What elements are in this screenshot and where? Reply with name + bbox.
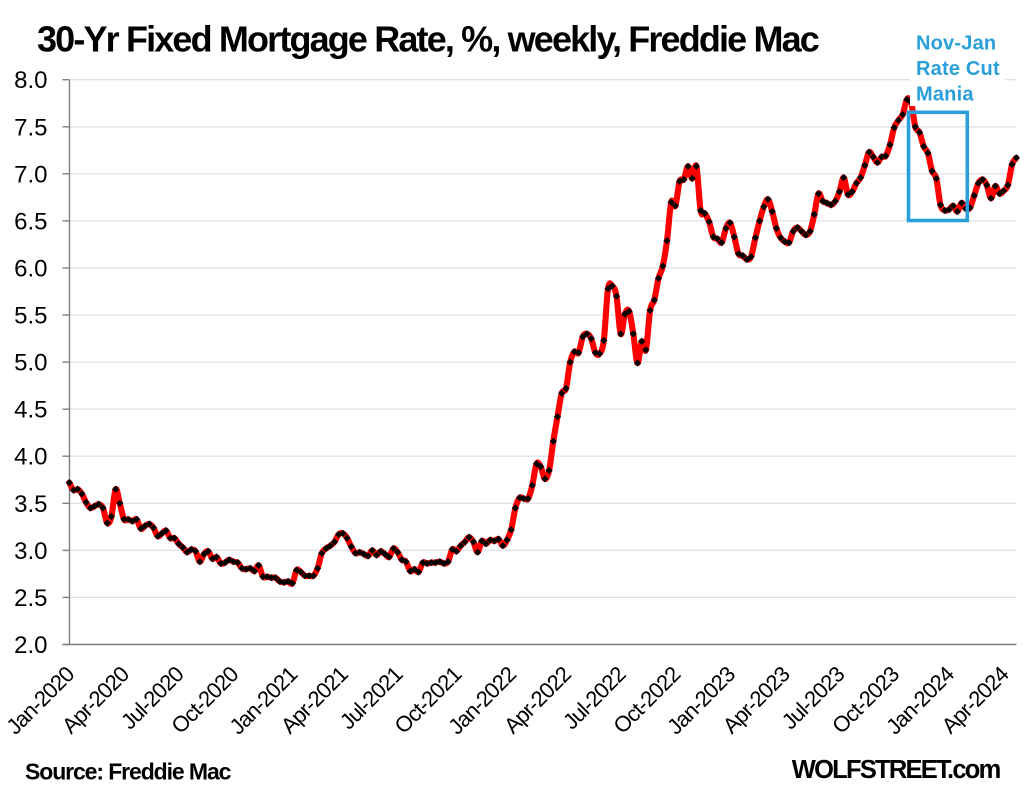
- svg-text:4.5: 4.5: [14, 397, 47, 424]
- svg-text:Rate Cut: Rate Cut: [916, 58, 1000, 80]
- svg-text:Mania: Mania: [916, 84, 974, 106]
- svg-text:Source: Freddie Mac: Source: Freddie Mac: [25, 759, 232, 785]
- svg-text:4.0: 4.0: [14, 444, 47, 471]
- svg-text:2.5: 2.5: [14, 585, 47, 612]
- svg-text:3.5: 3.5: [14, 491, 47, 518]
- svg-text:5.5: 5.5: [14, 303, 47, 330]
- svg-text:Nov-Jan: Nov-Jan: [916, 33, 996, 55]
- svg-text:7.0: 7.0: [14, 161, 47, 188]
- svg-text:8.0: 8.0: [14, 67, 47, 94]
- svg-text:7.5: 7.5: [14, 114, 47, 141]
- svg-text:30-Yr Fixed Mortgage Rate, %,: 30-Yr Fixed Mortgage Rate, %, weekly, Fr…: [37, 19, 819, 60]
- svg-text:3.0: 3.0: [14, 538, 47, 565]
- svg-text:5.0: 5.0: [14, 350, 47, 377]
- svg-text:2.0: 2.0: [14, 632, 47, 659]
- svg-text:6.0: 6.0: [14, 256, 47, 283]
- svg-text:WOLFSTREET.com: WOLFSTREET.com: [792, 756, 1001, 784]
- svg-text:6.5: 6.5: [14, 208, 47, 235]
